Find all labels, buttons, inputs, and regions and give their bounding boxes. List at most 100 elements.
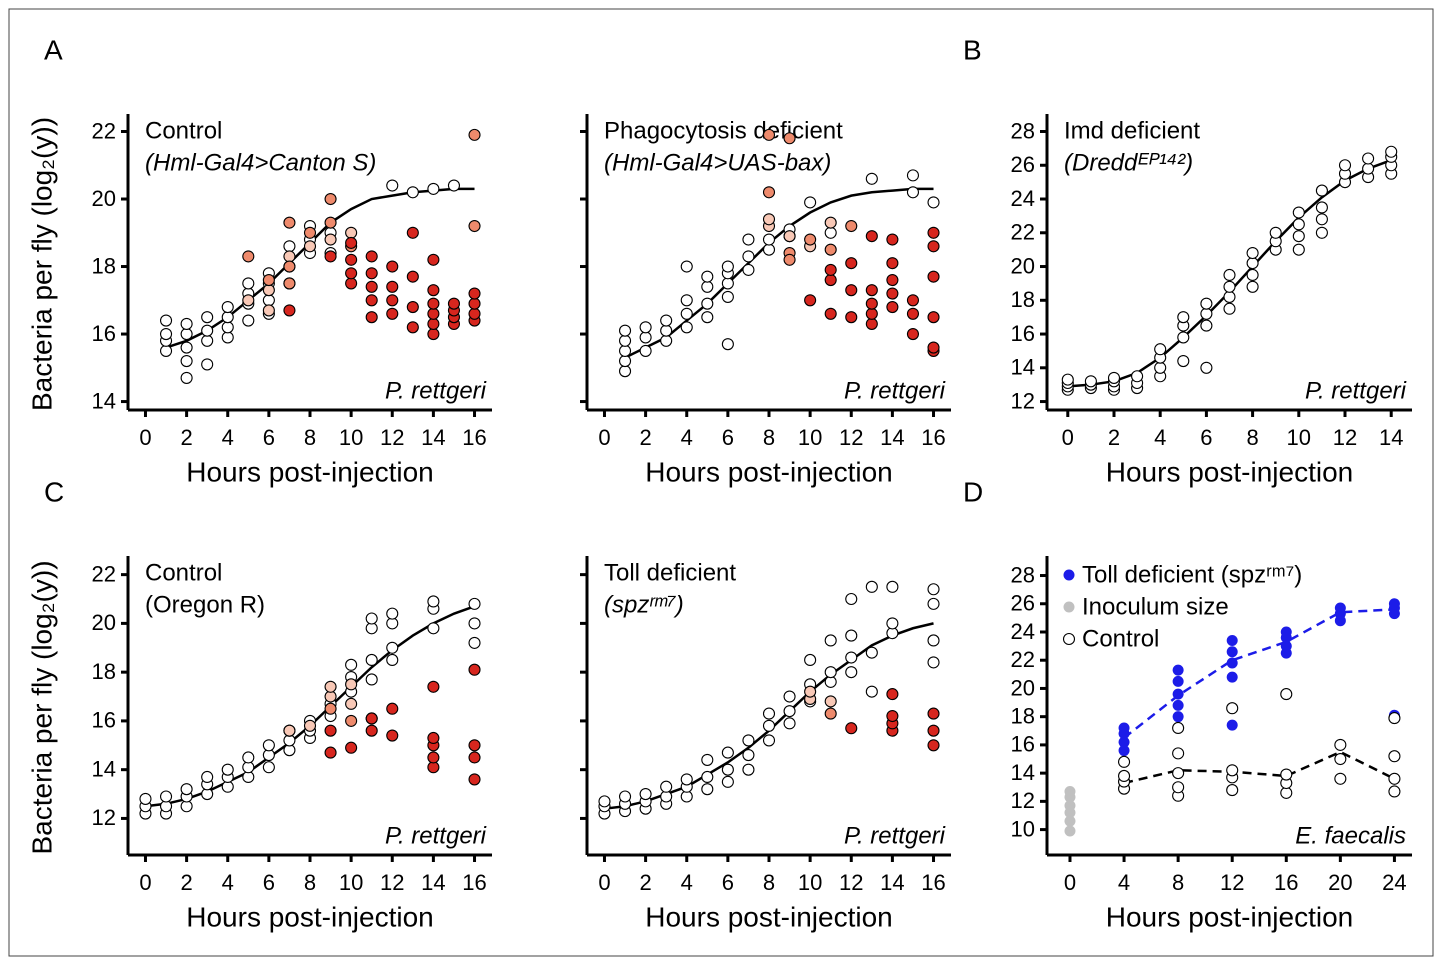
data-point [886, 709, 899, 723]
data-point [824, 634, 837, 647]
data-point [845, 219, 858, 233]
data-point [845, 651, 858, 664]
data-point [303, 240, 317, 253]
data-point [598, 795, 611, 808]
data-point [1334, 772, 1347, 785]
data-point [324, 746, 337, 759]
x-tick-label: 14 [1379, 425, 1403, 450]
x-tick-label: 24 [1382, 870, 1406, 895]
data-point [1385, 145, 1398, 158]
x-tick-label: 0 [598, 870, 610, 895]
data-point [1292, 218, 1305, 231]
data-point [660, 324, 673, 337]
data-point [865, 317, 878, 330]
data-point [345, 226, 358, 239]
data-point [906, 327, 920, 341]
x-tick-label: 14 [421, 870, 445, 895]
data-point [680, 773, 693, 786]
data-point [639, 321, 652, 334]
data-point [1177, 311, 1190, 324]
x-tick-label: 0 [598, 425, 610, 450]
data-point [386, 641, 399, 654]
data-point [180, 371, 193, 384]
data-point [721, 260, 734, 273]
data-point [618, 334, 632, 347]
data-point [1118, 769, 1131, 783]
data-point [365, 653, 378, 667]
data-point [742, 763, 755, 776]
data-point [1280, 688, 1293, 701]
x-tick-label: 16 [1274, 870, 1298, 895]
data-point [824, 226, 837, 239]
panel-subtitle: (Dreddᴱᴾ¹⁴²) [1064, 149, 1193, 176]
data-point [201, 311, 214, 324]
data-point [1154, 361, 1167, 374]
data-point [386, 179, 399, 192]
data-point [1200, 297, 1213, 310]
data-point [845, 722, 858, 735]
panel: 14 16 18 20 22 0 2 4 6 8 10 12 14 16 Hours post-inject… [26, 34, 492, 487]
fit-line [145, 605, 475, 808]
data-point [427, 622, 440, 635]
data-point [742, 748, 755, 762]
data-point [927, 656, 940, 669]
data-point [762, 233, 776, 246]
data-point [721, 746, 734, 759]
data-point [345, 277, 358, 290]
data-point [1064, 785, 1076, 797]
x-tick-label: 6 [263, 425, 275, 450]
data-point [865, 172, 878, 185]
data-point [762, 243, 776, 256]
x-tick-label: 4 [681, 425, 693, 450]
fit-line [1123, 608, 1395, 739]
y-tick-label: 18 [92, 659, 116, 684]
data-point [762, 734, 776, 747]
data-point [927, 739, 940, 752]
data-point [468, 739, 481, 752]
data-point [1172, 688, 1184, 700]
data-point [824, 666, 837, 679]
y-tick-label: 22 [1011, 220, 1035, 245]
panel-subtitle: (Oregon R) [145, 591, 265, 618]
x-tick-label: 4 [681, 870, 693, 895]
data-point [886, 257, 899, 270]
data-point [783, 132, 796, 145]
x-tick-label: 4 [1154, 425, 1166, 450]
x-tick-label: 20 [1328, 870, 1352, 895]
panel-label: C [44, 476, 64, 507]
panel-title: Phagocytosis deficient [604, 117, 843, 144]
data-point [927, 583, 940, 596]
data-point [701, 770, 714, 784]
x-tick-label: 10 [798, 425, 822, 450]
data-point [1315, 213, 1328, 226]
data-point [365, 712, 378, 725]
data-point [1226, 657, 1238, 669]
data-point [865, 646, 878, 659]
data-point [783, 705, 796, 718]
species-label: P. rettgeri [385, 377, 487, 404]
x-tick-label: 2 [180, 870, 192, 895]
data-point [783, 253, 796, 266]
data-point [324, 233, 337, 246]
x-tick-label: 16 [462, 425, 486, 450]
data-point [1200, 361, 1213, 374]
data-point [845, 257, 858, 270]
data-point [783, 230, 796, 243]
x-axis-label: Hours post-injection [186, 901, 433, 932]
data-point [1226, 764, 1239, 777]
data-point [701, 280, 714, 293]
data-point [1064, 800, 1076, 812]
data-point [845, 666, 858, 679]
data-point [804, 233, 817, 246]
data-point [365, 311, 378, 324]
data-point [406, 300, 419, 314]
data-point [221, 311, 234, 324]
x-tick-label: 6 [722, 870, 734, 895]
species-label: P. rettgeri [844, 822, 946, 849]
data-point [1177, 331, 1190, 344]
data-point [468, 636, 481, 649]
data-point [680, 294, 693, 307]
data-point [283, 724, 296, 737]
panel-title: Control [145, 117, 222, 144]
